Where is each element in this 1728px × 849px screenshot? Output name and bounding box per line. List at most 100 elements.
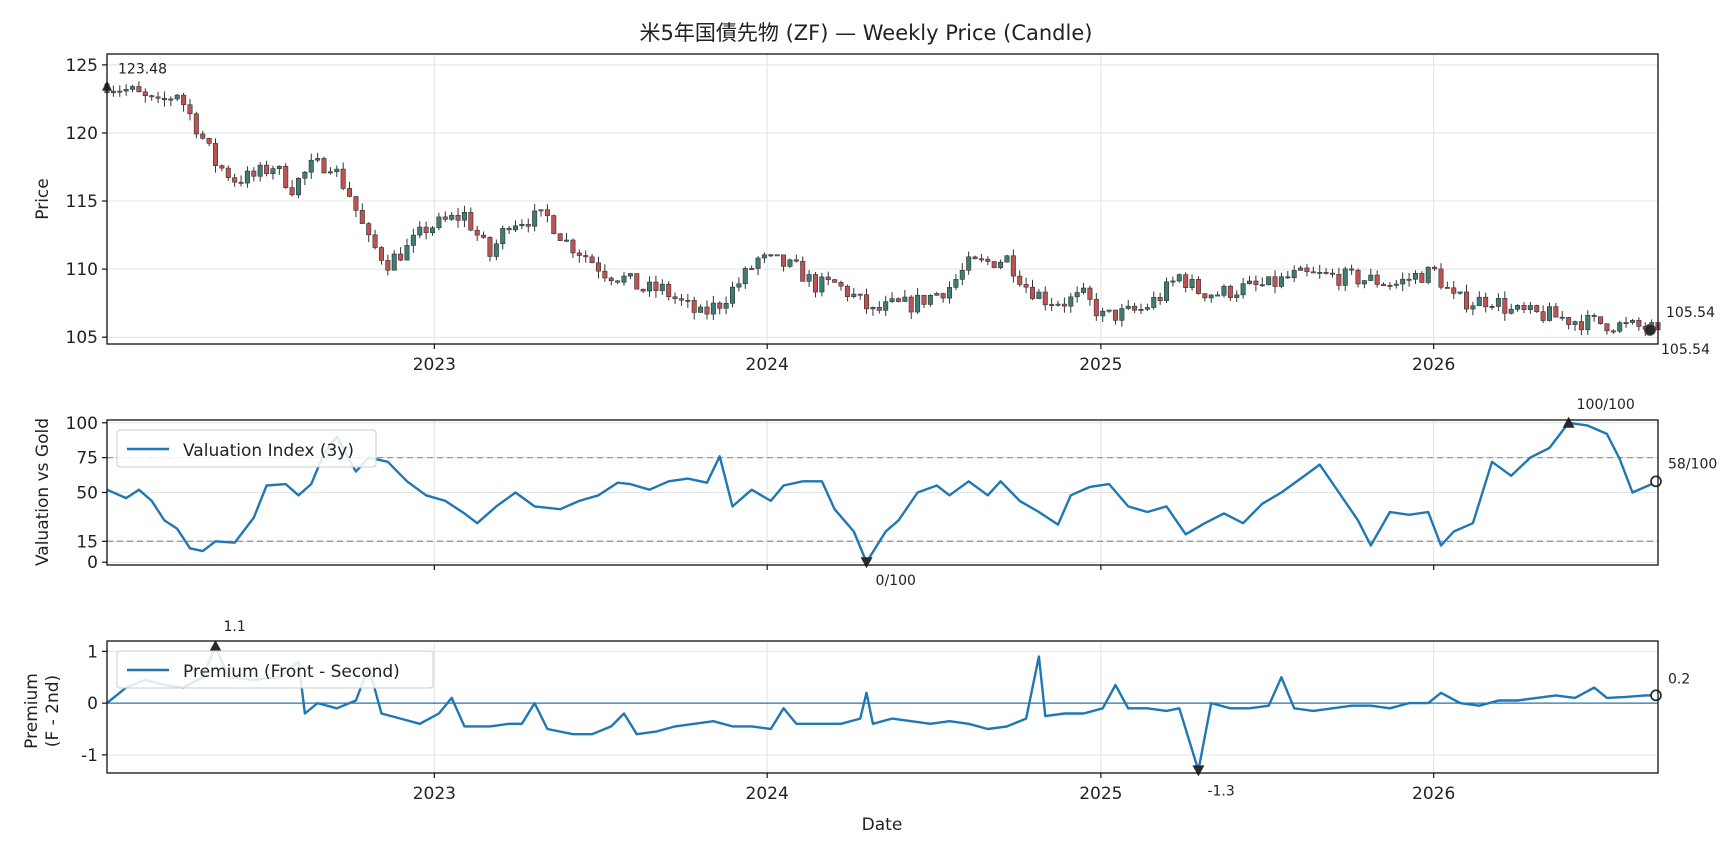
candle-down [1272,276,1278,287]
candle-up [1164,281,1170,301]
candle-up [998,261,1004,268]
candle-down [895,298,901,302]
candle-down [506,227,512,231]
candle-up [947,287,953,299]
last-price-marker [1644,323,1656,336]
candle-down [602,270,608,279]
premium-panel: 1.1 -1.3 0.2 -1 0 1 2023 2024 2025 2026 Premium… [22,619,1690,835]
candle-down [876,306,882,311]
candle-down [551,215,557,235]
candle-up [1221,285,1227,296]
candle-up [110,90,116,94]
candle-up [410,234,416,246]
candle-down [155,96,161,99]
last-label: 0.2 [1668,671,1690,687]
y-tick-label: 15 [76,532,98,552]
candle-up [1278,276,1284,287]
candle-down [1444,286,1450,289]
candle-down [321,158,327,174]
candle-up [1081,287,1087,293]
max-label: 1.1 [224,619,246,635]
candle-down [576,252,582,256]
candle-down [781,254,787,267]
candle-down [1406,278,1412,281]
valuation-legend-box [116,429,377,468]
candle-down [238,181,244,184]
candle-down [1042,291,1048,306]
x-tick-label: 2025 [1079,355,1122,375]
candle-up [927,294,933,305]
candle-down [187,104,193,115]
candle-down [225,167,231,178]
candle-down [378,247,384,261]
candle-up [257,164,263,177]
candle-down [347,188,353,197]
candle-down [372,234,378,248]
candle-up [1298,267,1304,271]
candle-up [647,281,653,292]
price-x-ticks: 2023 2024 2025 2026 [413,344,1455,375]
candle-down [557,233,563,241]
candle-up [1508,308,1514,314]
candle-down [940,293,946,299]
valuation-annotations: 100/100 0/100 58/100 [860,397,1717,589]
candle-up [1470,305,1476,310]
y-tick-label: 105 [66,328,98,348]
valuation-y-ticks: 015 50 75 100 [66,414,107,573]
candle-up [244,170,250,184]
candle-down [1553,306,1559,318]
candle-down [1323,271,1329,274]
candle-down [1215,294,1221,297]
last-price-high-label: 105.54 [1666,305,1715,321]
candle-up [1125,305,1131,309]
candle-down [1464,291,1470,310]
candle-up [436,216,442,229]
y-tick-label: 75 [76,449,98,469]
candle-down [149,95,155,98]
candle-down [1355,269,1361,285]
last-marker [1650,689,1662,702]
candle-down [1336,274,1342,286]
candle-up [915,294,921,313]
candle-down [1381,284,1387,286]
candle-down [844,285,850,297]
y-tick-label: 1 [87,642,98,662]
candle-up [723,303,729,309]
chart-title: 米5年国債先物 (ZF) — Weekly Price (Candle) [640,21,1093,45]
candle-up [538,209,544,212]
candle-down [800,260,806,282]
candle-up [870,306,876,310]
candle-up [1368,274,1374,281]
candle-down [1087,287,1093,300]
last-marker [1650,475,1662,488]
candle-down [685,299,691,302]
candle-up [902,296,908,302]
y-tick-label: 100 [66,414,98,434]
candle-up [417,226,423,236]
candle-down [1285,276,1291,279]
candle-down [570,239,576,254]
candle-down [978,258,984,261]
candle-up [500,227,506,245]
x-tick-label: 2023 [413,784,456,804]
candle-down [864,294,870,310]
candle-down [666,283,672,298]
candle-down [1227,285,1233,298]
candle-up [168,98,174,101]
candle-up [959,269,965,280]
candle-down [474,229,480,236]
candle-up [1572,321,1578,325]
candle-up [934,293,940,296]
candle-down [1061,303,1067,307]
candle-up [851,293,857,297]
candle-up [461,212,467,221]
candle-down [1349,268,1355,271]
candle-up [730,286,736,304]
candle-up [659,283,665,291]
candle-up [404,245,410,261]
candle-up [1617,322,1623,332]
candle-up [1068,296,1074,307]
candle-down [1432,266,1438,270]
candle-down [359,210,365,224]
x-tick-label: 2023 [413,355,456,375]
